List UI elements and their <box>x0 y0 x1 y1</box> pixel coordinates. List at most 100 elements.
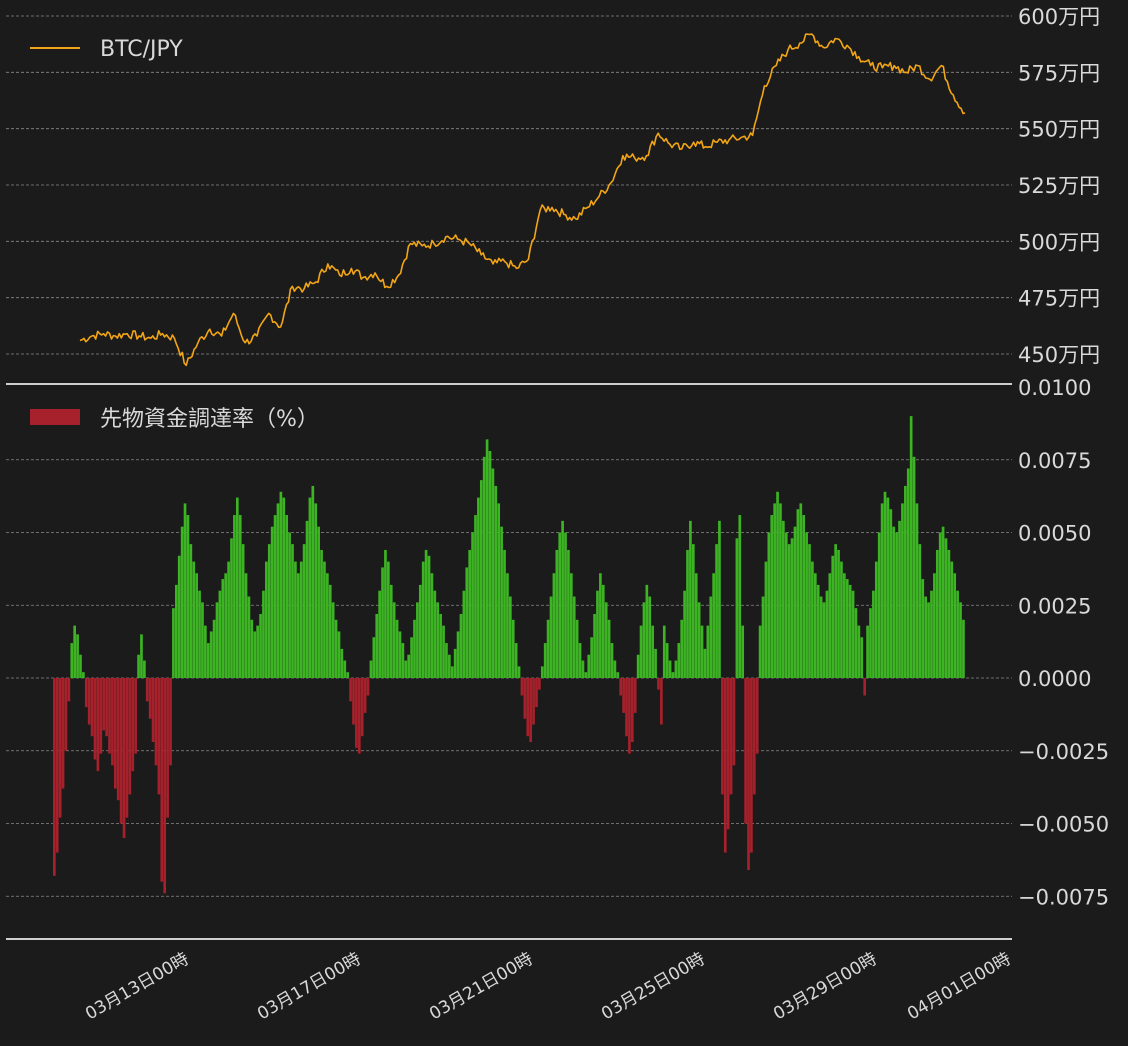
price-y-tick-label: 475万円 <box>1018 287 1100 311</box>
funding-bar <box>721 678 724 795</box>
funding-bar <box>764 561 768 678</box>
funding-bar <box>326 573 329 678</box>
funding-bar <box>540 666 544 678</box>
funding-bar <box>416 602 419 678</box>
funding-bar <box>790 538 794 678</box>
funding-bar <box>221 579 225 678</box>
funding-bar <box>665 643 669 678</box>
price-legend-label: BTC/JPY <box>100 37 183 62</box>
funding-bar <box>102 678 106 731</box>
funding-bar <box>355 678 358 748</box>
funding-bar <box>148 678 152 719</box>
funding-bar <box>657 678 660 690</box>
funding-bar <box>105 678 108 737</box>
funding-bar <box>279 491 283 678</box>
funding-bar <box>761 596 765 678</box>
funding-bar <box>227 561 230 678</box>
funding-bar <box>912 456 916 678</box>
funding-bar <box>808 544 811 678</box>
funding-bar <box>491 468 495 678</box>
funding-bar <box>343 660 347 678</box>
funding-bar <box>610 643 614 678</box>
funding-bar <box>863 678 867 696</box>
funding-bar <box>526 678 530 737</box>
funding-bar <box>113 678 117 789</box>
funding-bar <box>959 602 962 678</box>
funding-bar <box>523 678 527 719</box>
funding-bar <box>67 678 71 702</box>
funding-bar <box>331 602 335 678</box>
funding-bar <box>843 573 846 678</box>
funding-bar <box>177 555 181 678</box>
funding-bar <box>125 678 129 818</box>
funding-bar <box>517 666 521 678</box>
funding-bar <box>787 544 791 678</box>
funding-bar <box>477 497 480 678</box>
funding-bar <box>770 515 774 678</box>
funding-bar <box>950 561 954 678</box>
funding-bar <box>636 654 640 678</box>
funding-bar <box>456 631 460 678</box>
funding-bar <box>238 515 242 678</box>
funding-bar <box>427 555 431 678</box>
funding-bar <box>564 532 567 678</box>
funding-bar <box>793 526 797 678</box>
funding-bar <box>607 619 611 678</box>
funding-bar <box>796 509 800 678</box>
funding-bar <box>906 468 910 678</box>
funding-bar <box>805 532 808 678</box>
funding-bar <box>253 631 257 678</box>
funding-bar <box>270 526 274 678</box>
funding-bar <box>558 532 562 678</box>
funding-bar <box>424 549 428 678</box>
funding-bar <box>58 678 62 818</box>
funding-bar <box>840 561 843 678</box>
funding-bar <box>715 544 718 678</box>
funding-bar <box>235 497 239 678</box>
funding-bar <box>773 503 776 678</box>
funding-bar <box>529 678 532 743</box>
funding-bar <box>387 561 390 678</box>
funding-bar <box>924 596 928 678</box>
funding-bar <box>747 678 750 871</box>
funding-bar <box>904 485 907 678</box>
funding-bar <box>674 660 678 678</box>
funding-bar <box>590 637 593 678</box>
funding-bar <box>212 619 216 678</box>
funding-bar <box>944 538 948 678</box>
funding-bar <box>189 544 193 678</box>
funding-bar <box>575 619 579 678</box>
funding-bar <box>116 678 120 801</box>
funding-bar <box>613 660 617 678</box>
funding-bar <box>285 515 289 678</box>
funding-bar <box>857 625 861 678</box>
funding-bar <box>933 573 936 678</box>
funding-bar <box>828 573 832 678</box>
funding-bar <box>892 526 896 678</box>
funding-bar <box>569 573 573 678</box>
funding-bar <box>375 613 379 678</box>
funding-bar <box>395 619 399 678</box>
funding-bar <box>433 590 437 678</box>
funding-bar <box>61 678 65 789</box>
funding-bar <box>311 485 315 678</box>
funding-bar <box>883 491 887 678</box>
funding-bar <box>462 590 466 678</box>
funding-bar <box>660 678 663 725</box>
funding-bar <box>206 643 210 678</box>
funding-bar <box>834 544 837 678</box>
funding-bar <box>938 532 942 678</box>
funding-bar <box>758 625 762 678</box>
funding-bar <box>625 678 628 737</box>
funding-bar <box>654 648 657 678</box>
funding-bar <box>262 590 265 678</box>
funding-bar <box>87 678 91 725</box>
funding-bar <box>898 520 901 678</box>
funding-bar <box>247 596 251 678</box>
funding-bar <box>816 584 820 678</box>
funding-bar <box>506 573 509 678</box>
funding-bar <box>485 439 489 678</box>
funding-bar <box>782 520 785 678</box>
funding-bar <box>366 678 370 696</box>
